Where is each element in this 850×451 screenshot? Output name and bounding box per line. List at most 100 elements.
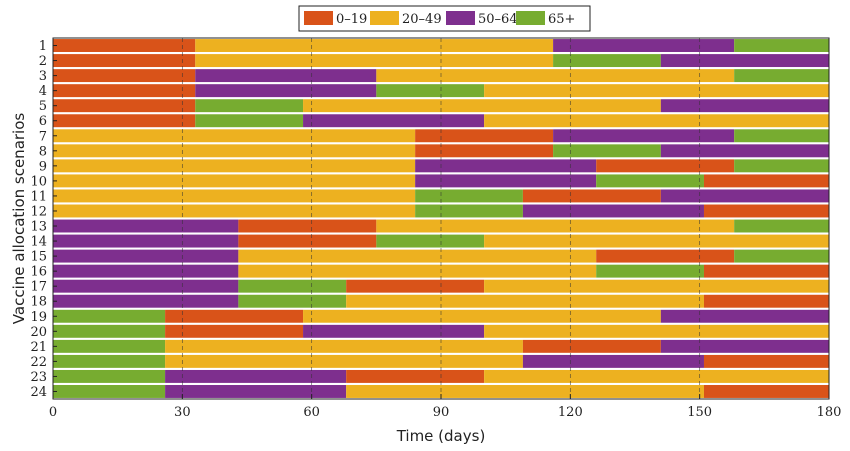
bar-segment-s15-65plus [734, 249, 829, 263]
bar-segment-s1-65plus [734, 39, 829, 52]
bar-segment-s16-0-19 [703, 264, 829, 278]
bar-segment-s12-50-64 [522, 204, 704, 218]
bar-segment-s13-65plus [734, 219, 829, 233]
bar-segment-s2-0-19 [53, 54, 196, 68]
bar-segment-s1-50-64 [553, 39, 735, 52]
bar-segment-s14-20-49 [484, 234, 829, 248]
bar-segment-s16-50-64 [53, 264, 239, 278]
bar-segment-s9-0-19 [596, 159, 735, 173]
bar-segment-s5-50-64 [660, 99, 829, 113]
y-tick-label-7: 7 [39, 129, 47, 144]
bar-segment-s7-0-19 [415, 129, 554, 143]
y-tick-label-14: 14 [30, 235, 47, 250]
bar-segment-s8-50-64 [660, 144, 829, 158]
y-tick-label-8: 8 [39, 144, 47, 159]
bar-segment-s14-65plus [376, 234, 485, 248]
bar-segment-s8-0-19 [415, 144, 554, 158]
bar-segment-s3-65plus [734, 69, 829, 83]
bar-segment-s4-65plus [376, 84, 485, 98]
bar-segment-s3-50-64 [195, 69, 377, 83]
bar-segment-s20-20-49 [484, 324, 829, 338]
legend: 0–19 20–49 50–64 65+ [298, 5, 591, 32]
bar-segment-s22-50-64 [522, 354, 704, 368]
x-tick-label-150: 150 [687, 405, 712, 420]
bar-segment-s22-0-19 [703, 354, 829, 368]
bar-segment-s14-50-64 [53, 234, 239, 248]
y-tick-label-24: 24 [30, 385, 47, 400]
bar-segment-s9-50-64 [415, 159, 597, 173]
bar-segment-s21-0-19 [522, 339, 661, 353]
bar-segment-s23-20-49 [484, 369, 829, 383]
y-tick-label-3: 3 [39, 69, 47, 84]
bar-segment-s15-50-64 [53, 249, 239, 263]
y-tick-label-9: 9 [39, 159, 47, 174]
bar-segment-s13-20-49 [376, 219, 735, 233]
bar-segment-s18-20-49 [346, 294, 704, 308]
bar-segment-s2-65plus [553, 54, 661, 68]
x-tick-label-0: 0 [49, 405, 57, 420]
y-tick-label-22: 22 [30, 355, 47, 370]
bar-segment-s9-65plus [734, 159, 829, 173]
y-tick-label-1: 1 [39, 39, 47, 54]
bar-segment-s17-20-49 [484, 279, 829, 293]
bar-segment-s12-0-19 [703, 204, 829, 218]
bar-segment-s23-65plus [53, 369, 166, 383]
bar-segment-s7-20-49 [53, 129, 416, 143]
bar-segment-s22-65plus [53, 354, 166, 368]
bar-segment-s8-65plus [553, 144, 661, 158]
x-tick-label-60: 60 [303, 405, 320, 420]
bar-segment-s19-20-49 [303, 309, 661, 323]
legend-label-65plus: 65+ [548, 12, 575, 27]
x-tick-label-180: 180 [817, 405, 842, 420]
x-tick-label-90: 90 [433, 405, 450, 420]
bar-segment-s10-50-64 [415, 174, 597, 188]
bar-segment-s21-50-64 [660, 339, 829, 353]
legend-label-0-19: 0–19 [336, 12, 367, 27]
bar-segment-s13-0-19 [238, 219, 377, 233]
bar-segment-s16-20-49 [238, 264, 597, 278]
bar-segment-s22-20-49 [165, 354, 523, 368]
y-tick-label-6: 6 [39, 114, 47, 129]
y-tick-label-15: 15 [30, 250, 47, 265]
x-axis-title: Time (days) [396, 427, 486, 445]
y-tick-label-19: 19 [30, 310, 47, 325]
bar-segment-s15-20-49 [238, 249, 597, 263]
bar-segment-s20-0-19 [165, 324, 304, 338]
y-tick-label-20: 20 [30, 325, 47, 340]
bar-segment-s6-50-64 [303, 114, 485, 128]
bar-segment-s11-65plus [415, 189, 523, 203]
bar-segment-s11-20-49 [53, 189, 416, 203]
legend-label-50-64: 50–64 [478, 12, 518, 27]
bars-layer [53, 39, 829, 398]
legend-swatch-50-64 [446, 11, 475, 25]
bar-segment-s8-20-49 [53, 144, 416, 158]
bar-segment-s7-65plus [734, 129, 829, 143]
bar-segment-s1-20-49 [195, 39, 554, 52]
bar-segment-s11-50-64 [660, 189, 829, 203]
y-tick-label-16: 16 [30, 265, 47, 280]
bar-segment-s2-50-64 [660, 54, 829, 68]
bar-segment-s24-20-49 [346, 385, 704, 398]
bar-segment-s18-65plus [238, 294, 347, 308]
y-tick-label-12: 12 [30, 204, 47, 219]
bar-segment-s20-65plus [53, 324, 166, 338]
bar-segment-s17-0-19 [346, 279, 485, 293]
bar-segment-s2-20-49 [195, 54, 554, 68]
y-axis-title: Vaccine allocation scenarios [10, 113, 28, 325]
y-tick-label-13: 13 [30, 220, 47, 235]
bar-segment-s10-65plus [596, 174, 704, 188]
bar-segment-s23-50-64 [165, 369, 347, 383]
bar-segment-s13-50-64 [53, 219, 239, 233]
bar-segment-s5-0-19 [53, 99, 196, 113]
bar-segment-s19-0-19 [165, 309, 304, 323]
bar-segment-s11-0-19 [522, 189, 661, 203]
bar-segment-s5-20-49 [303, 99, 661, 113]
bar-segment-s19-50-64 [660, 309, 829, 323]
bar-segment-s4-0-19 [53, 84, 196, 98]
bar-segment-s21-65plus [53, 339, 166, 353]
bar-segment-s3-20-49 [376, 69, 735, 83]
bar-segment-s6-65plus [195, 114, 304, 128]
bar-segment-s6-20-49 [484, 114, 829, 128]
